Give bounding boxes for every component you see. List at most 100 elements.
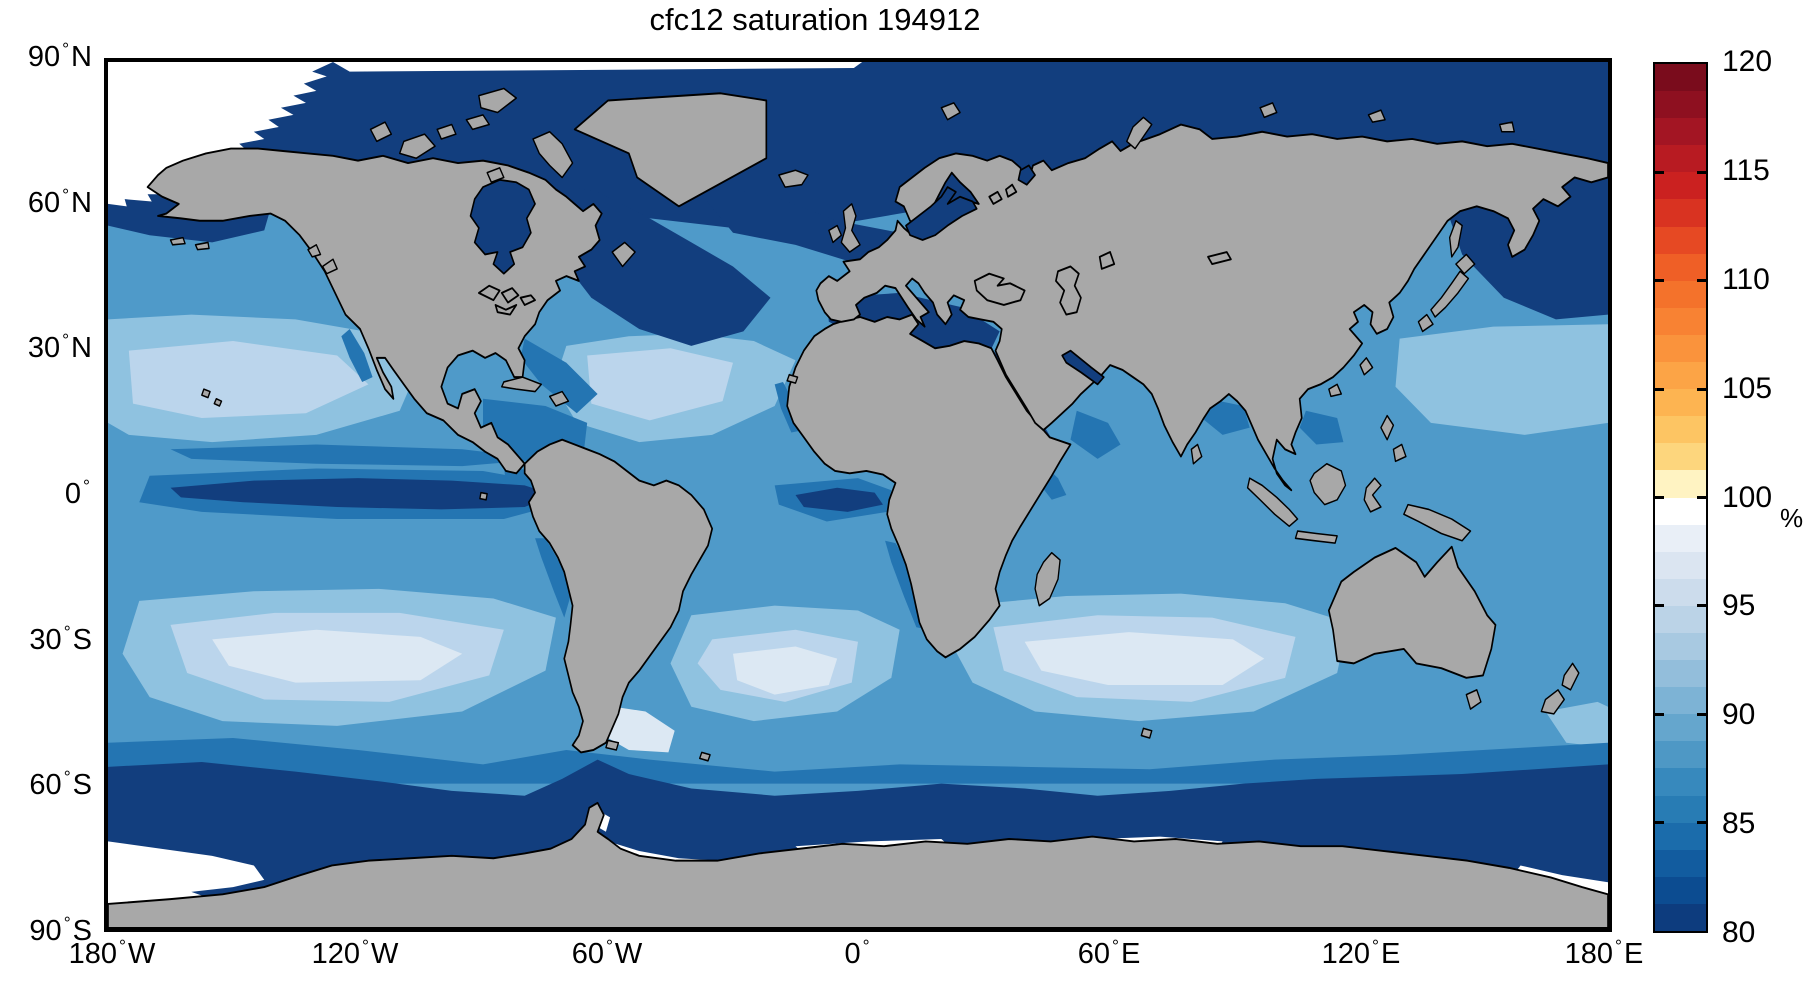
y-tick-label: 30 °S bbox=[29, 622, 92, 657]
colorbar-tick-label: 100 bbox=[1722, 481, 1773, 514]
degree-symbol: ° bbox=[1372, 936, 1380, 956]
california-upwelling bbox=[341, 329, 373, 382]
iceland bbox=[778, 169, 809, 188]
colorbar-band bbox=[1655, 362, 1706, 390]
degree-symbol: ° bbox=[62, 39, 70, 60]
hudson-bay bbox=[469, 178, 536, 275]
falkland-islands bbox=[605, 739, 620, 751]
tasmania bbox=[1465, 689, 1482, 710]
hokkaido bbox=[1455, 253, 1476, 275]
x-tick-value: 60 bbox=[571, 937, 604, 970]
colorbar bbox=[1653, 62, 1708, 933]
y-tick-label: 60 °S bbox=[29, 767, 92, 802]
colorbar-band bbox=[1655, 118, 1706, 146]
lake-superior bbox=[478, 284, 501, 302]
new-guinea bbox=[1403, 503, 1472, 542]
colorbar-band bbox=[1655, 714, 1706, 742]
colorbar-unit-label: % bbox=[1780, 503, 1804, 533]
x-tick-hemi: W bbox=[614, 937, 643, 970]
x-tick-label: 180 °E bbox=[1565, 936, 1644, 971]
kerguelen bbox=[1140, 727, 1153, 739]
eurasia bbox=[815, 123, 1608, 492]
new-zealand-north bbox=[1561, 662, 1580, 691]
new-zealand-south bbox=[1540, 689, 1565, 715]
equatorial-pacific-cold-tongue bbox=[170, 478, 554, 510]
colorbar-band bbox=[1655, 64, 1706, 92]
colorbar-tick-label: 120 bbox=[1722, 45, 1773, 78]
colorbar-band bbox=[1655, 795, 1706, 823]
banks-island bbox=[369, 121, 393, 143]
lake-onega bbox=[1005, 183, 1018, 198]
colorbar-tick-label: 80 bbox=[1722, 916, 1756, 949]
colorbar-tick-label: 115 bbox=[1722, 154, 1770, 187]
southern-ocean-halo bbox=[108, 737, 1608, 784]
colorbar-band bbox=[1655, 660, 1706, 688]
x-tick-label: 60 °W bbox=[572, 936, 643, 971]
hainan bbox=[1328, 383, 1343, 398]
sri-lanka bbox=[1190, 443, 1203, 465]
y-tick-label: 90 °N bbox=[28, 39, 92, 74]
java bbox=[1294, 530, 1338, 544]
southampton-island bbox=[486, 167, 505, 184]
x-tick-label: 60 °E bbox=[1078, 936, 1141, 971]
aral-sea bbox=[1098, 251, 1116, 270]
colorbar-band bbox=[1655, 91, 1706, 119]
colorbar-tick-mark bbox=[1655, 170, 1664, 174]
x-tick-hemi: E bbox=[1120, 937, 1141, 970]
ellesmere-island bbox=[478, 87, 518, 114]
x-tick-hemi: E bbox=[1624, 937, 1644, 970]
y-tick-hemi: S bbox=[72, 768, 92, 801]
colorbar-tick-mark bbox=[1697, 279, 1706, 283]
y-tick-hemi: N bbox=[71, 331, 92, 364]
aleutian-islands bbox=[169, 236, 186, 246]
x-tick-hemi: W bbox=[370, 937, 399, 970]
y-tick-label: 90 °S bbox=[29, 913, 92, 948]
degree-symbol: ° bbox=[862, 936, 870, 956]
east-of-new-zealand-light bbox=[1545, 701, 1608, 748]
south-atlantic-gyre-core bbox=[733, 646, 838, 695]
colorbar-band bbox=[1655, 389, 1706, 417]
colorbar-tick-mark bbox=[1655, 821, 1664, 825]
south-china-sea-dark bbox=[1299, 410, 1344, 445]
colorbar-band bbox=[1655, 443, 1706, 471]
aleutian-islands-2 bbox=[194, 241, 210, 251]
colorbar-band bbox=[1655, 876, 1706, 904]
world-saturation-map bbox=[108, 62, 1608, 928]
y-tick-value: 30 bbox=[27, 331, 61, 364]
x-tick-value: 180 bbox=[1564, 937, 1614, 970]
wrangel-island bbox=[1498, 121, 1515, 133]
cuba bbox=[501, 376, 543, 393]
luzon bbox=[1380, 414, 1395, 441]
colorbar-band bbox=[1655, 741, 1706, 769]
y-tick-hemi: N bbox=[71, 40, 92, 73]
colorbar-tick-mark bbox=[1655, 496, 1664, 499]
victoria-island bbox=[398, 133, 436, 160]
colorbar-tick-mark bbox=[1655, 604, 1664, 608]
y-tick-value: 90 bbox=[27, 40, 61, 73]
colorbar-tick-mark bbox=[1655, 279, 1664, 283]
lake-ontario bbox=[519, 294, 536, 306]
lake-balkhash bbox=[1207, 251, 1232, 266]
degree-symbol: ° bbox=[83, 476, 90, 497]
colorbar-band bbox=[1655, 470, 1706, 498]
south-america bbox=[523, 438, 714, 754]
x-tick-value: 180 bbox=[68, 937, 118, 970]
devon-island bbox=[465, 114, 490, 131]
y-tick-value: 90 bbox=[29, 914, 62, 947]
great-britain bbox=[840, 203, 861, 253]
south-georgia bbox=[698, 751, 711, 762]
white-sea bbox=[1017, 164, 1036, 186]
hawaii-2 bbox=[213, 397, 223, 407]
lake-ladoga bbox=[988, 190, 1003, 205]
north-atlantic-gyre-core bbox=[587, 348, 733, 421]
x-tick-value: 0 bbox=[844, 937, 861, 970]
peru-upwelling bbox=[535, 538, 571, 618]
colorbar-band bbox=[1655, 551, 1706, 579]
degree-symbol: ° bbox=[362, 936, 369, 956]
sakhalin bbox=[1448, 219, 1463, 258]
baffin-island bbox=[532, 130, 574, 179]
degree-symbol: ° bbox=[119, 936, 126, 956]
lake-michigan-erie bbox=[494, 303, 518, 316]
north-pacific-west-gyre bbox=[1395, 324, 1608, 435]
